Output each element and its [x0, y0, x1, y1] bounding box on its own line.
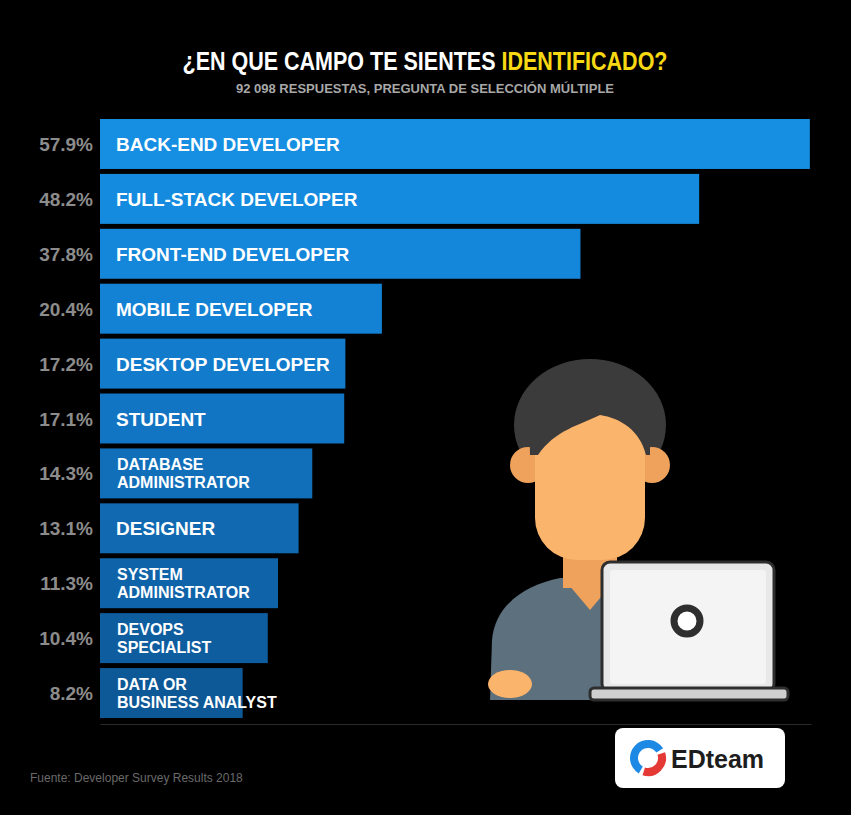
category-label: BACK-END DEVELOPER	[116, 134, 340, 155]
logo-box	[615, 728, 785, 788]
category-label: FULL-STACK DEVELOPER	[116, 189, 358, 210]
bar	[100, 284, 382, 334]
bars	[100, 119, 810, 718]
category-label-line: ADMINISTRATOR	[117, 584, 250, 601]
background	[0, 0, 851, 815]
data-label: 57.9%	[39, 134, 93, 155]
category-label-line: DATABASE	[117, 456, 204, 473]
bar	[100, 229, 580, 279]
bar	[100, 339, 345, 389]
bar	[100, 613, 268, 663]
data-label: 37.8%	[39, 244, 93, 265]
category-label-line: ADMINISTRATOR	[117, 474, 250, 491]
x-axis	[101, 724, 812, 725]
category-label: DATA ORBUSINESS ANALYST	[117, 676, 277, 711]
title: ¿EN QUE CAMPO TE SIENTES IDENTIFICADO?	[183, 46, 668, 76]
title-part: ¿EN QUE CAMPO TE SIENTES	[183, 46, 502, 76]
category-label: STUDENT	[116, 409, 206, 430]
laptop-screen	[602, 562, 774, 692]
data-label: 48.2%	[39, 189, 93, 210]
category-label: FRONT-END DEVELOPER	[116, 244, 350, 265]
data-label: 11.3%	[40, 573, 93, 594]
category-label: DEVOPSSPECIALIST	[117, 621, 211, 656]
category-label-line: DEVOPS	[117, 621, 184, 638]
bar	[100, 119, 810, 169]
subtitle: 92 098 RESPUESTAS, PREGUNTA DE SELECCIÓN…	[236, 81, 614, 96]
bar	[100, 174, 699, 224]
data-label: 17.1%	[39, 409, 93, 430]
axis-line	[101, 724, 812, 725]
data-label: 10.4%	[39, 628, 93, 649]
labels: 57.9% 48.2% 37.8% 20.4% 17.2% 17.1% 14.3% 13.1%…	[39, 134, 358, 711]
fringe	[530, 372, 650, 455]
category-label: DESIGNER	[116, 518, 216, 539]
source: Fuente: Developer Survey Results 2018	[30, 771, 243, 785]
logo-arc	[643, 752, 666, 776]
category-label: SYSTEMADMINISTRATOR	[117, 566, 250, 601]
bar	[100, 558, 278, 608]
bar	[100, 503, 299, 553]
category-label: MOBILE DEVELOPER	[116, 299, 313, 320]
data-label: 17.2%	[39, 354, 93, 375]
data-label: 20.4%	[39, 299, 93, 320]
data-label: 8.2%	[50, 683, 93, 704]
laptop-inner	[610, 570, 766, 684]
category-label-line: BUSINESS ANALYST	[117, 694, 277, 711]
title-highlight: IDENTIFICADO?	[501, 46, 667, 76]
laptop-base	[590, 688, 788, 700]
illustration	[488, 359, 788, 700]
category-label: DATABASEADMINISTRATOR	[117, 456, 250, 491]
logo: EDteam	[615, 728, 785, 788]
category-label-line: SYSTEM	[117, 566, 183, 583]
bar	[100, 448, 312, 498]
bar	[100, 394, 344, 444]
data-label: 13.1%	[39, 518, 93, 539]
logo-icon	[630, 740, 666, 776]
category-label-line: SPECIALIST	[117, 639, 211, 656]
category-label: DESKTOP DEVELOPER	[116, 354, 330, 375]
logo-text: EDteam	[671, 745, 764, 773]
hand	[488, 670, 532, 698]
laptop-logo	[674, 608, 700, 634]
data-label: 14.3%	[39, 463, 93, 484]
category-label-line: DATA OR	[117, 676, 187, 693]
chart: ¿EN QUE CAMPO TE SIENTES IDENTIFICADO? 92…	[0, 0, 851, 815]
